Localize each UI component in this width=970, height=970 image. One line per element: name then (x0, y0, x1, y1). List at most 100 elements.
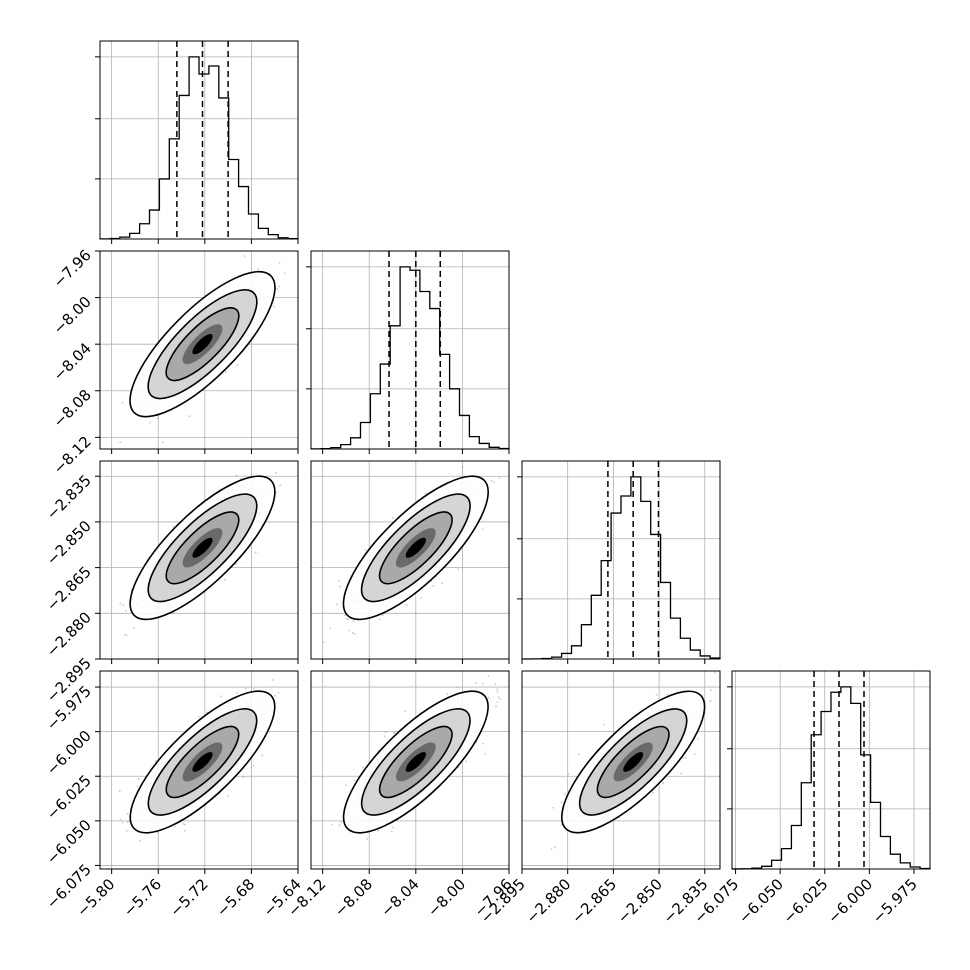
panel-frame (99, 250, 299, 450)
scatter-point (124, 609, 127, 612)
scatter-point (276, 288, 279, 290)
scatter-point (378, 618, 381, 621)
scatter-point (352, 620, 355, 622)
scatter-point (353, 632, 356, 635)
scatter-layer (119, 441, 296, 637)
scatter-point (122, 604, 125, 607)
scatter-point (344, 614, 346, 617)
scatter-point (119, 602, 122, 605)
scatter-point (132, 627, 135, 630)
scatter-point (337, 579, 340, 582)
panel-frame (99, 40, 299, 240)
scatter-point (322, 641, 325, 644)
scatter-point (420, 597, 422, 599)
scatter-point (279, 484, 282, 487)
scatter-point (245, 687, 247, 690)
scatter-point (256, 268, 259, 271)
scatter-point (225, 371, 227, 373)
hist-panel-3 (517, 460, 721, 660)
scatter-point (126, 812, 129, 815)
scatter-point (250, 766, 253, 769)
scatter-point (126, 829, 128, 832)
scatter-point (339, 585, 341, 588)
hist-panel-4 (727, 670, 931, 870)
panel-frame (99, 460, 299, 660)
scatter-point (119, 818, 122, 821)
histogram-1 (99, 56, 299, 240)
scatter-point (123, 633, 126, 636)
scatter-point (119, 441, 122, 444)
scatter-point (161, 441, 164, 444)
scatter-point (121, 821, 124, 824)
scatter-point (490, 479, 493, 482)
scatter-point (236, 364, 239, 366)
scatter-point (364, 548, 367, 551)
scatter-point (461, 466, 464, 468)
scatter-point (235, 691, 238, 694)
scatter-panel-4-1 (99, 670, 299, 870)
histogram-3 (521, 476, 721, 660)
hist-panel-1 (95, 40, 299, 240)
panel-frame (310, 460, 510, 660)
scatter-point (235, 474, 238, 477)
scatter-point (275, 471, 277, 474)
scatter-point (149, 422, 152, 424)
scatter-layer (119, 255, 286, 444)
scatter-point (154, 760, 157, 762)
scatter-point (432, 584, 435, 587)
scatter-point (118, 790, 121, 792)
scatter-point (121, 401, 124, 404)
scatter-layer (322, 466, 501, 644)
scatter-point (347, 618, 349, 621)
scatter-point (348, 629, 350, 632)
scatter-point (136, 785, 139, 788)
panel-frame (731, 670, 931, 870)
density-contour-5 (192, 537, 213, 558)
scatter-point (172, 525, 175, 528)
scatter-point (253, 687, 255, 690)
scatter-point (278, 285, 281, 288)
scatter-point (273, 305, 275, 308)
scatter-point (156, 417, 159, 420)
scatter-panel-3-1 (99, 441, 299, 660)
scatter-point (441, 582, 443, 585)
scatter-point (125, 634, 128, 637)
scatter-point (250, 473, 253, 476)
panels-layer (95, 40, 931, 870)
scatter-panel-3-2 (310, 460, 510, 660)
scatter-point (336, 603, 338, 606)
scatter-layer (118, 679, 280, 842)
scatter-point (424, 492, 427, 495)
scatter-point (283, 272, 286, 275)
scatter-point (137, 778, 140, 780)
scatter-panel-2-1 (99, 250, 299, 450)
panel-frame (521, 460, 721, 660)
scatter-point (139, 839, 142, 842)
scatter-point (481, 528, 484, 531)
scatter-point (224, 578, 226, 581)
scatter-point (493, 481, 495, 483)
hist-panel-2 (306, 250, 510, 450)
scatter-point (498, 476, 501, 479)
scatter-point (126, 821, 129, 824)
density-contour-5 (405, 537, 426, 558)
scatter-point (405, 603, 408, 606)
scatter-point (381, 614, 384, 617)
scatter-point (254, 551, 257, 554)
histogram-4 (731, 686, 931, 870)
panel-frame (310, 250, 510, 450)
scatter-point (252, 764, 255, 767)
scatter-point (242, 776, 245, 779)
scatter-point (278, 261, 281, 264)
scatter-point (220, 695, 222, 698)
density-contour-5 (192, 334, 213, 355)
scatter-point (351, 632, 354, 634)
scatter-point (261, 754, 264, 757)
histogram-2 (310, 266, 510, 450)
scatter-point (198, 715, 200, 718)
scatter-point (329, 627, 332, 630)
scatter-point (392, 517, 394, 519)
scatter-point (457, 568, 460, 571)
scatter-point (294, 441, 296, 443)
